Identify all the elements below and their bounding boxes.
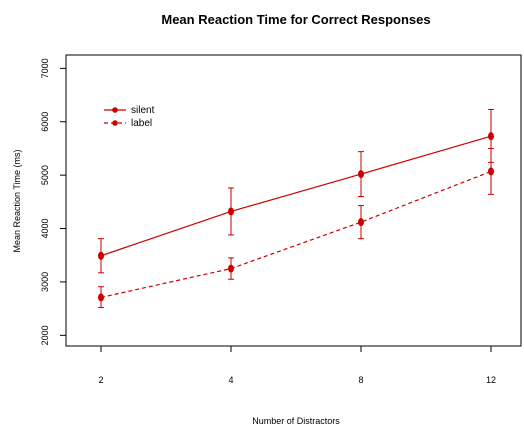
x-tick-label: 12 (486, 375, 496, 385)
data-point (98, 293, 104, 302)
y-axis: 2000 3000 4000 5000 6000 7000 (40, 58, 66, 345)
y-tick-label: 7000 (40, 58, 50, 78)
data-point (228, 264, 234, 273)
series-line-label (100, 170, 492, 298)
series-label (98, 147, 494, 309)
data-point (488, 167, 494, 176)
legend-label-silent: silent (131, 105, 155, 116)
y-tick-label: 2000 (40, 325, 50, 345)
x-axis-label: Number of Distractors (252, 416, 340, 426)
y-axis-label: Mean Reaction Time (ms) (12, 149, 22, 252)
y-tick-label: 5000 (40, 165, 50, 185)
data-point (488, 132, 494, 141)
series-layer (98, 108, 494, 309)
x-tick-label: 2 (98, 375, 103, 385)
data-point (358, 218, 364, 227)
legend-marker-label (112, 120, 118, 126)
legend-label-label: label (131, 118, 152, 129)
data-point (358, 170, 364, 179)
y-tick-label: 4000 (40, 219, 50, 239)
series-silent (98, 108, 494, 274)
legend: silent label (104, 105, 155, 129)
y-tick-label: 3000 (40, 272, 50, 292)
chart-title: Mean Reaction Time for Correct Responses (161, 12, 430, 27)
x-tick-label: 8 (358, 375, 363, 385)
legend-marker-silent (112, 107, 118, 113)
series-line-silent (100, 135, 492, 257)
y-tick-label: 6000 (40, 112, 50, 132)
data-point (228, 207, 234, 216)
data-point (98, 251, 104, 260)
plot-frame (65, 54, 522, 347)
x-tick-label: 4 (228, 375, 233, 385)
x-axis: 2 4 8 12 (98, 346, 496, 385)
